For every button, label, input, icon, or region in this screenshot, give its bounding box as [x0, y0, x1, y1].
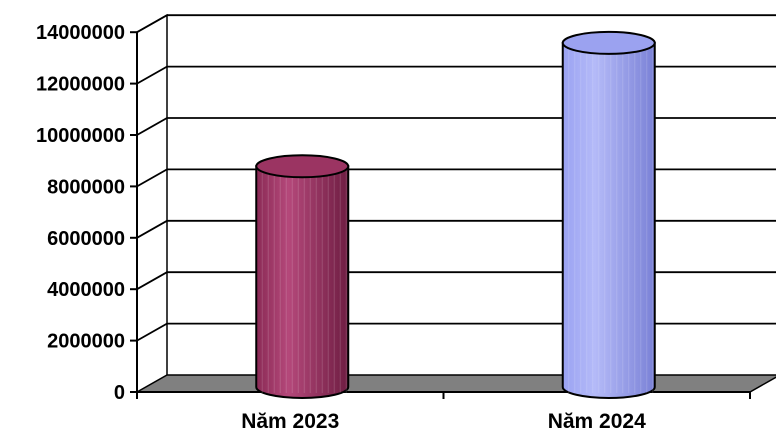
gridline: [136, 322, 776, 342]
bars: [255, 30, 656, 399]
y-tick-label: 4000000: [47, 279, 125, 301]
y-tick-label: 6000000: [47, 228, 125, 250]
gridlines: [136, 14, 776, 342]
gridline: [136, 65, 776, 85]
axes: [130, 31, 751, 399]
y-tick-label: 14000000: [36, 22, 125, 44]
gridline: [136, 271, 776, 290]
floor-plane: [134, 374, 776, 393]
y-tick-label: 12000000: [36, 74, 125, 96]
category-label: Năm 2024: [548, 410, 646, 433]
chart-floor: [134, 374, 776, 393]
gridline: [136, 14, 776, 33]
y-tick-label: 0: [114, 382, 125, 404]
bar-body: [255, 165, 350, 399]
category-labels: Năm 2023 Năm 2024: [241, 410, 646, 433]
bar: [561, 30, 656, 399]
bar-top: [561, 30, 656, 55]
bar-top: [255, 154, 350, 179]
gridline: [136, 168, 776, 188]
side-wall: [136, 13, 168, 392]
y-tick-labels: 0 2000000 4000000 6000000 8000000 10000000 120…: [36, 22, 125, 404]
bar-body: [561, 41, 656, 399]
plot-area: [136, 13, 776, 392]
y-tick-label: 8000000: [47, 176, 125, 198]
y-tick-label: 10000000: [36, 125, 125, 147]
gridline: [136, 117, 776, 136]
gridline: [136, 219, 776, 239]
y-tick-label: 2000000: [47, 331, 125, 353]
bar: [255, 154, 350, 399]
category-label: Năm 2023: [241, 410, 339, 433]
